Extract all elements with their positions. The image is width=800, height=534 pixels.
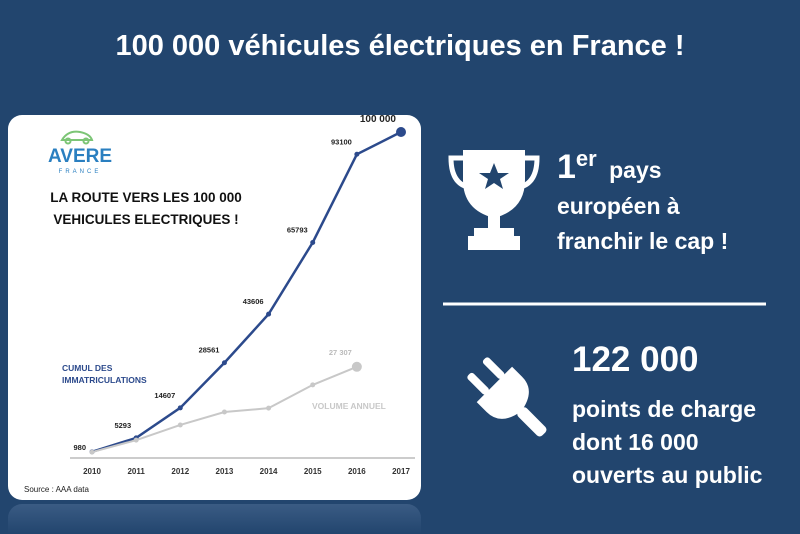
data-label: 100 000 <box>360 114 397 125</box>
point <box>221 409 227 415</box>
x-tick-label: 2011 <box>127 467 145 476</box>
point <box>266 405 272 411</box>
point <box>351 361 362 372</box>
logo-subtitle: FRANCE <box>59 169 102 175</box>
data-label: 14607 <box>154 391 175 400</box>
x-tick-label: 2017 <box>392 467 410 476</box>
x-tick-label: 2016 <box>348 467 366 476</box>
highlight-1: 1er pays <box>557 143 662 186</box>
highlight-line: pays <box>609 157 662 183</box>
point <box>310 382 316 388</box>
data-label: 5293 <box>114 421 131 430</box>
point <box>396 127 406 137</box>
data-label: 65793 <box>287 225 308 234</box>
highlight-line: dont 16 000 <box>572 429 699 455</box>
data-label: 980 <box>73 443 86 452</box>
point <box>266 311 272 317</box>
page-title: 100 000 véhicules électriques en France … <box>115 30 685 62</box>
highlight-line: franchir le cap ! <box>557 228 729 254</box>
chart-title: LA ROUTE VERS LES 100 000 VEHICULES ELEC… <box>50 190 242 227</box>
highlight-line: points de charge <box>572 396 757 422</box>
chart-card <box>8 115 421 500</box>
x-tick-label: 2015 <box>304 467 322 476</box>
point <box>133 437 139 443</box>
data-label: 27 307 <box>329 348 352 357</box>
source: Source : AAA data <box>24 485 89 494</box>
point <box>354 151 360 157</box>
data-label: 28561 <box>199 346 220 355</box>
series-label: CUMUL DES IMMATRICULATIONS <box>62 363 147 385</box>
point <box>310 239 316 245</box>
series-label: VOLUME ANNUEL <box>312 401 386 411</box>
point <box>177 422 183 428</box>
x-tick-label: 2013 <box>216 467 234 476</box>
x-tick-label: 2010 <box>83 467 101 476</box>
point <box>89 449 95 455</box>
point <box>221 360 227 366</box>
x-tick-label: 2014 <box>260 467 278 476</box>
highlight-number: 1 <box>557 148 576 186</box>
highlight-line: européen à <box>557 193 680 219</box>
highlight-line: ouverts au public <box>572 462 763 488</box>
highlight-number: 122 000 <box>572 340 699 379</box>
logo-icon <box>60 130 94 145</box>
data-label: 93100 <box>331 137 352 146</box>
logo-name: AVERE <box>48 146 112 167</box>
highlight-suffix: er <box>575 146 597 171</box>
trophy-icon <box>448 150 540 250</box>
reflection <box>8 504 421 534</box>
point <box>177 405 183 411</box>
x-tick-label: 2012 <box>171 467 189 476</box>
plug-icon <box>467 357 547 437</box>
series-line <box>91 130 402 454</box>
data-label: 43606 <box>243 297 264 306</box>
